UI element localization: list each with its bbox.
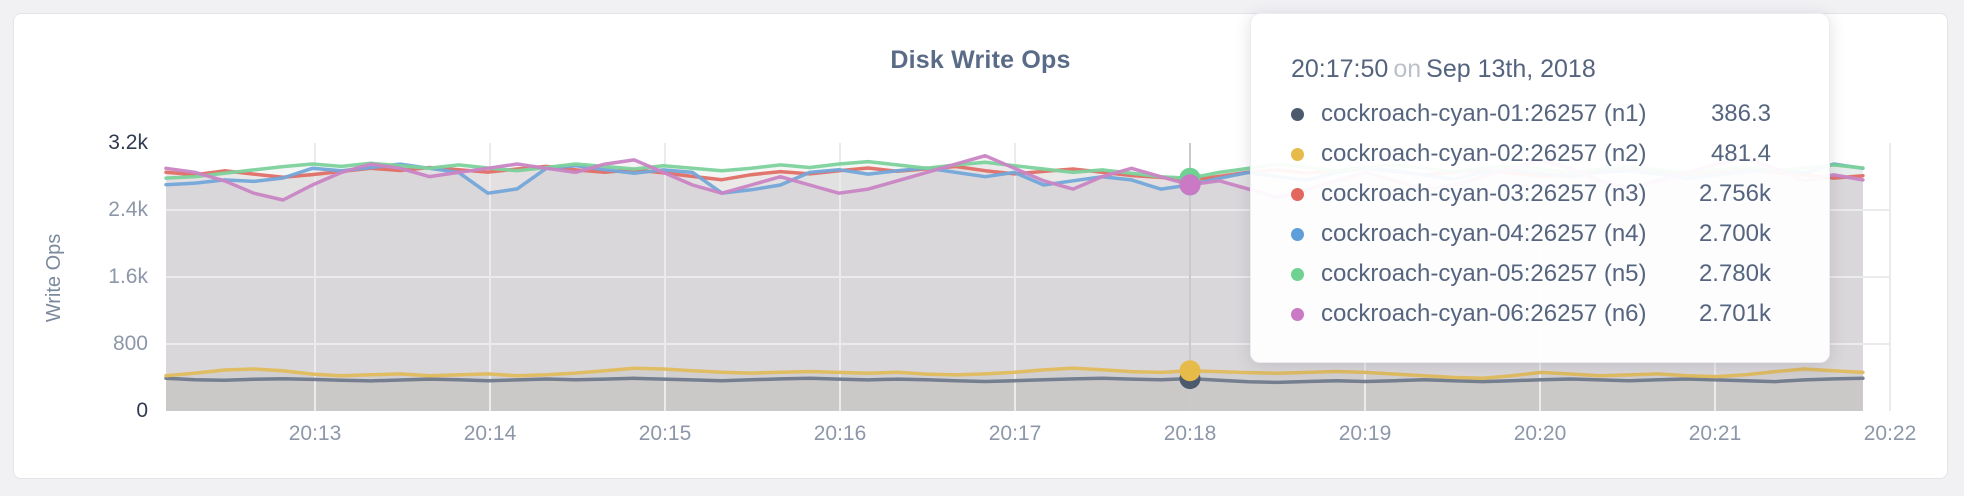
tooltip-series-row: cockroach-cyan-05:26257 (n5) 2.780k — [1291, 254, 1771, 294]
y-tick-label: 2.4k — [108, 198, 148, 221]
tooltip-series-row: cockroach-cyan-02:26257 (n2) 481.4 — [1291, 134, 1771, 174]
y-tick-label: 3.2k — [108, 131, 148, 154]
series-value: 2.700k — [1698, 220, 1771, 247]
series-value: 481.4 — [1710, 140, 1771, 167]
series-dot-icon — [1291, 227, 1304, 241]
tooltip-date: Sep 13th, 2018 — [1426, 55, 1596, 83]
x-tick-label: 20:20 — [1513, 422, 1567, 445]
series-line — [164, 376, 1865, 385]
y-tick-label: 0 — [136, 399, 148, 422]
chart-tooltip: 20:17:50 on Sep 13th, 2018 cockroach-cyan-… — [1250, 13, 1830, 363]
hover-point-marker — [1179, 360, 1201, 382]
tooltip-series-row: cockroach-cyan-06:26257 (n6) 2.701k — [1291, 294, 1771, 334]
x-tick-label: 20:21 — [1688, 422, 1742, 445]
y-tick-label: 1.6k — [108, 265, 148, 288]
series-dot-icon — [1291, 147, 1304, 161]
series-dot-icon — [1291, 187, 1304, 201]
x-tick-label: 20:18 — [1163, 422, 1217, 445]
x-tick-label: 20:14 — [463, 422, 517, 445]
tooltip-series-list: cockroach-cyan-01:26257 (n1) 386.3 cockroa… — [1291, 94, 1771, 334]
series-label: cockroach-cyan-01:26257 (n1) — [1321, 100, 1647, 127]
series-label: cockroach-cyan-02:26257 (n2) — [1321, 140, 1647, 167]
series-value: 2.780k — [1698, 260, 1771, 287]
chart-title: Disk Write Ops — [890, 46, 1071, 74]
hover-point-marker — [1179, 174, 1201, 196]
x-tick-label: 20:15 — [638, 422, 692, 445]
x-tick-label: 20:16 — [813, 422, 867, 445]
series-label: cockroach-cyan-03:26257 (n3) — [1321, 180, 1647, 207]
series-dot-icon — [1291, 107, 1304, 121]
series-dot-icon — [1291, 307, 1304, 321]
x-tick-label: 20:22 — [1863, 422, 1917, 445]
tooltip-series-row: cockroach-cyan-04:26257 (n4) 2.700k — [1291, 214, 1771, 254]
series-label: cockroach-cyan-06:26257 (n6) — [1321, 300, 1647, 327]
tooltip-series-row: cockroach-cyan-03:26257 (n3) 2.756k — [1291, 174, 1771, 214]
x-tick-label: 20:13 — [288, 422, 342, 445]
y-tick-label: 800 — [112, 332, 148, 355]
series-value: 2.756k — [1698, 180, 1771, 207]
tooltip-header: 20:17:50 on Sep 13th, 2018 — [1291, 54, 1771, 84]
tooltip-time: 20:17:50 — [1291, 55, 1389, 83]
x-tick-label: 20:17 — [988, 422, 1042, 445]
x-tick-label: 20:19 — [1338, 422, 1392, 445]
tooltip-series-row: cockroach-cyan-01:26257 (n1) 386.3 — [1291, 94, 1771, 134]
series-value: 2.701k — [1698, 300, 1771, 327]
series-label: cockroach-cyan-04:26257 (n4) — [1321, 220, 1647, 247]
tooltip-conjunction: on — [1393, 55, 1422, 83]
series-label: cockroach-cyan-05:26257 (n5) — [1321, 260, 1647, 287]
series-dot-icon — [1291, 267, 1304, 281]
series-value: 386.3 — [1710, 100, 1771, 127]
series-line — [164, 366, 1865, 381]
